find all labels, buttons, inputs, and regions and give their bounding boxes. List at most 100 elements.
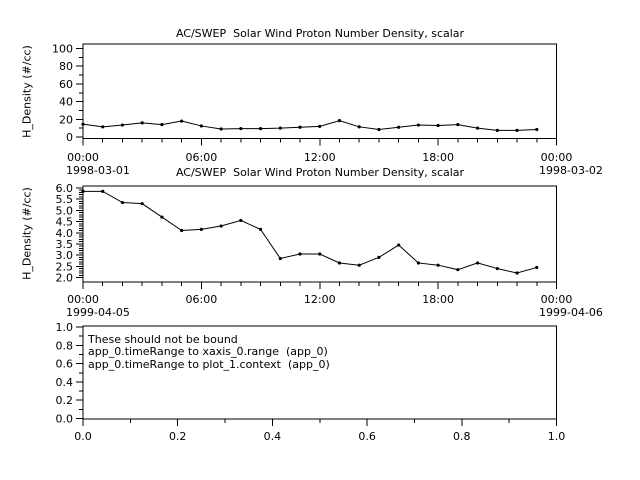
x-tick-label: 0.6	[358, 430, 376, 443]
data-point[interactable]	[357, 125, 361, 129]
data-point[interactable]	[199, 124, 203, 128]
data-point[interactable]	[475, 126, 480, 130]
y-tick-label: 5.0	[56, 204, 74, 217]
y-tick-label: 0.2	[56, 394, 74, 407]
plot-0-title: AC/SWEP Solar Wind Proton Number Density…	[175, 27, 465, 40]
data-point[interactable]	[278, 256, 282, 261]
data-point[interactable]	[81, 122, 85, 126]
data-point[interactable]	[298, 252, 302, 256]
data-point[interactable]	[456, 268, 460, 272]
plot-1-date-end: 1999-04-06	[539, 306, 603, 319]
data-point[interactable]	[337, 261, 342, 265]
plot-1-frame[interactable]	[82, 185, 557, 283]
data-point[interactable]	[397, 125, 401, 129]
plot-2-area[interactable]: 0.0 0.2 0.4 0.6 0.8 1.0 0.0 0.2 0.4 0.6 0.8 1.0	[56, 321, 566, 443]
data-point[interactable]	[357, 263, 361, 267]
data-point[interactable]	[258, 126, 263, 131]
data-point[interactable]	[318, 252, 322, 256]
data-point[interactable]	[199, 227, 203, 231]
data-point[interactable]	[397, 243, 401, 247]
plot-1-ylabel: H_Density (#/cc)	[20, 187, 34, 280]
data-point[interactable]	[81, 189, 85, 193]
y-tick-label: 20	[59, 113, 73, 126]
x-tick-label: 0.2	[169, 430, 187, 443]
data-point[interactable]	[278, 126, 282, 130]
data-point[interactable]	[495, 266, 499, 271]
x-tick-label: 06:00	[186, 151, 218, 164]
y-tick-label: 3.5	[56, 238, 74, 251]
y-tick-label: 60	[59, 78, 73, 91]
data-point[interactable]	[298, 125, 302, 129]
data-point[interactable]	[416, 123, 420, 127]
x-tick-label: 0.4	[264, 430, 282, 443]
plot-2-annotation-2: app_0.timeRange to xaxis_0.range (app_0)	[88, 345, 328, 358]
data-point[interactable]	[377, 255, 381, 259]
x-tick-label: 12:00	[304, 293, 336, 306]
y-tick-label: 0	[66, 131, 73, 144]
data-point[interactable]	[475, 261, 480, 265]
data-point[interactable]	[416, 261, 420, 265]
data-point[interactable]	[377, 127, 381, 132]
data-point[interactable]	[160, 215, 164, 219]
y-tick-label: 40	[59, 96, 73, 109]
data-point[interactable]	[101, 189, 105, 193]
y-tick-label: 4.5	[56, 216, 74, 229]
data-point[interactable]	[239, 218, 243, 223]
data-point[interactable]	[120, 200, 125, 205]
y-tick-label: 100	[52, 43, 73, 56]
y-tick-label: 4.0	[56, 227, 74, 240]
y-tick-label: 0.4	[56, 376, 74, 389]
y-tick-label: 0.8	[56, 339, 74, 352]
data-point[interactable]	[219, 127, 223, 131]
y-tick-label: 6.0	[56, 182, 74, 195]
data-point[interactable]	[318, 124, 322, 128]
plot-1-series-line[interactable]	[83, 190, 537, 274]
data-point[interactable]	[219, 224, 223, 228]
plot-0-area[interactable]: 0 20 40 60 80 100 00:00 06:00 12:00 18:00 00:00	[52, 43, 572, 165]
x-tick-label: 1.0	[548, 430, 566, 443]
plot-0-date-start: 1998-03-01	[66, 164, 130, 177]
y-tick-label: 1.0	[56, 321, 74, 334]
data-point[interactable]	[160, 123, 164, 127]
data-point[interactable]	[515, 271, 519, 275]
x-tick-label: 00:00	[67, 151, 99, 164]
x-tick-label: 00:00	[541, 293, 573, 306]
data-point[interactable]	[535, 265, 539, 270]
plot-0-date-end: 1998-03-02	[539, 164, 603, 177]
x-tick-label: 06:00	[186, 293, 218, 306]
y-tick-label: 2.5	[56, 260, 74, 273]
data-point[interactable]	[120, 123, 125, 127]
x-tick-label: 00:00	[541, 151, 573, 164]
data-point[interactable]	[515, 128, 519, 132]
plot-1-area[interactable]: 2.02.53.03.54.04.55.05.56.0 00:00 06:00 12:…	[56, 182, 573, 306]
x-tick-label: 00:00	[67, 293, 99, 306]
plot-2-annotation-3: app_0.timeRange to plot_1.context (app_0…	[88, 358, 330, 371]
data-point[interactable]	[436, 263, 440, 267]
data-point[interactable]	[456, 123, 460, 127]
data-point[interactable]	[140, 202, 144, 206]
data-point[interactable]	[436, 123, 440, 128]
data-point[interactable]	[337, 119, 342, 123]
plot-0-ylabel: H_Density (#/cc)	[20, 45, 34, 138]
y-tick-label: 3.0	[56, 249, 74, 262]
x-tick-label: 18:00	[422, 151, 454, 164]
data-point[interactable]	[258, 227, 263, 231]
plot-0-series-line[interactable]	[82, 120, 537, 131]
x-tick-label: 0.8	[453, 430, 471, 443]
y-tick-label: 5.5	[56, 193, 74, 206]
x-tick-label: 12:00	[304, 151, 336, 164]
plot-1-title: AC/SWEP Solar Wind Proton Number Density…	[175, 166, 465, 179]
data-point[interactable]	[140, 121, 144, 125]
data-point[interactable]	[180, 228, 184, 233]
data-point[interactable]	[180, 119, 184, 123]
data-point[interactable]	[535, 127, 539, 132]
y-tick-label: 0.6	[56, 358, 74, 371]
x-tick-label: 0.0	[74, 430, 92, 443]
data-point[interactable]	[101, 125, 105, 129]
plot-2-annotation-1: These should not be bound	[88, 333, 238, 346]
data-point[interactable]	[495, 128, 499, 132]
y-tick-label: 2.0	[56, 272, 74, 285]
data-point[interactable]	[239, 126, 243, 131]
